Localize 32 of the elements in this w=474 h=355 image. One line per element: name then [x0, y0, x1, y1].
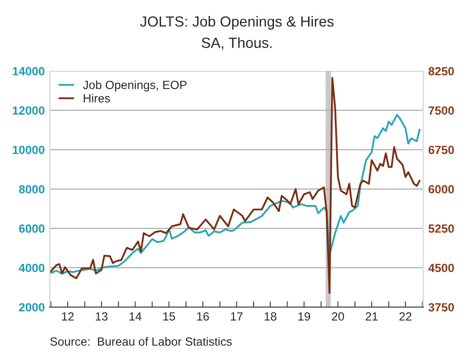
y-tick-label: 6000 [19, 224, 44, 233]
x-tick-label: 22 [399, 312, 412, 320]
x-tick-label: 13 [96, 312, 108, 321]
y2-tick-label: 4500 [428, 264, 454, 272]
line-series [50, 114, 420, 275]
x-tick-label: 12 [62, 312, 74, 320]
y2-tick-label: 3750 [428, 303, 454, 312]
chart-subtitle: SA, Thous. [202, 37, 272, 50]
y-tick-label: 4000 [18, 264, 44, 272]
x-tick-label: 16 [197, 312, 209, 321]
y-tick-label: 10000 [12, 146, 44, 154]
y2-tick-label: 6000 [428, 185, 454, 194]
y2-tick-label: 5250 [428, 224, 454, 233]
source-note: Source: Bureau of Labor Statistics [50, 337, 232, 346]
x-tick-label: 19 [298, 312, 310, 321]
y-tick-label: 14000 [12, 67, 44, 76]
y-tick-label: 8000 [19, 185, 44, 194]
x-tick-label: 17 [230, 312, 243, 320]
x-tick-label: 18 [264, 312, 276, 321]
x-tick-label: 15 [163, 312, 176, 321]
y2-tick-label: 8250 [428, 67, 454, 76]
line-series [50, 76, 420, 294]
y-tick-label: 2000 [19, 303, 44, 312]
x-tick-label: 20 [332, 312, 344, 321]
x-tick-label: 21 [366, 312, 378, 320]
chart-title: JOLTS: Job Openings & Hires [140, 16, 334, 30]
x-tick-label: 14 [130, 312, 142, 320]
legend-label: Hires [84, 94, 110, 102]
legend-label: Job Openings, EOP [83, 80, 187, 92]
y-tick-label: 12000 [12, 106, 44, 115]
y2-tick-label: 6750 [428, 146, 454, 154]
y2-tick-label: 7500 [428, 106, 454, 115]
